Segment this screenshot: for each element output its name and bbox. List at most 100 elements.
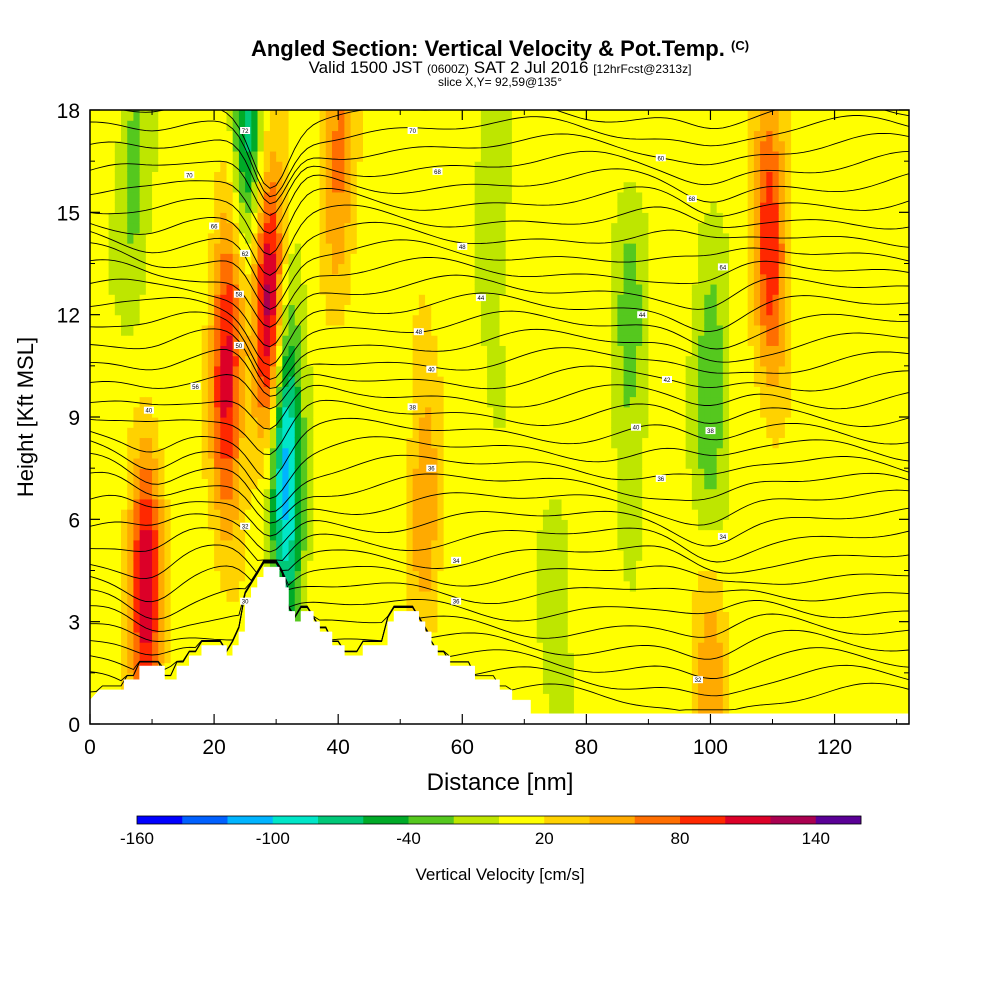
velocity-cell <box>474 150 482 162</box>
velocity-cell <box>487 590 494 602</box>
velocity-cell <box>96 621 103 633</box>
velocity-cell <box>394 212 401 224</box>
velocity-cell <box>518 202 525 213</box>
velocity-cell <box>499 345 507 357</box>
velocity-cell <box>573 468 581 479</box>
velocity-cell <box>164 590 172 602</box>
velocity-cell <box>499 652 507 664</box>
velocity-cell <box>263 478 271 490</box>
velocity-cell <box>456 355 463 367</box>
velocity-cell <box>276 181 283 193</box>
velocity-cell <box>381 519 389 531</box>
velocity-cell <box>127 171 135 183</box>
velocity-cell <box>139 447 147 459</box>
velocity-cell <box>474 652 482 664</box>
velocity-cell <box>549 631 556 643</box>
velocity-cell <box>449 294 457 306</box>
velocity-cell <box>586 150 594 162</box>
velocity-cell <box>102 550 110 561</box>
velocity-cell <box>400 263 408 275</box>
velocity-cell <box>133 478 141 490</box>
velocity-cell <box>555 693 563 705</box>
velocity-cell <box>487 273 494 285</box>
velocity-cell <box>220 191 228 203</box>
velocity-cell <box>418 488 426 500</box>
velocity-cell <box>505 396 513 408</box>
velocity-cell <box>394 232 401 244</box>
velocity-cell <box>338 386 345 398</box>
velocity-cell <box>294 376 302 387</box>
velocity-cell <box>220 488 228 500</box>
velocity-cell <box>195 386 203 398</box>
velocity-cell <box>549 355 556 367</box>
velocity-cell <box>90 498 97 510</box>
velocity-cell <box>462 590 470 602</box>
velocity-cell <box>400 110 408 121</box>
velocity-cell <box>257 140 265 152</box>
velocity-cell <box>387 601 395 613</box>
velocity-cell <box>394 488 401 500</box>
velocity-cell <box>313 110 321 121</box>
velocity-cell <box>511 294 519 306</box>
velocity-cell <box>133 601 141 613</box>
velocity-cell <box>511 355 519 367</box>
velocity-cell <box>251 386 259 398</box>
velocity-cell <box>276 437 283 449</box>
velocity-cell <box>443 570 451 582</box>
velocity-cell <box>431 345 439 357</box>
velocity-cell <box>542 161 550 172</box>
velocity-cell <box>102 110 110 121</box>
velocity-cell <box>226 314 234 326</box>
velocity-cell <box>164 181 172 193</box>
velocity-cell <box>567 447 575 459</box>
velocity-cell <box>555 498 563 510</box>
velocity-cell <box>288 130 296 142</box>
velocity-cell <box>220 273 228 285</box>
velocity-cell <box>189 345 197 357</box>
velocity-cell <box>325 509 333 520</box>
velocity-cell <box>598 468 606 479</box>
velocity-cell <box>257 150 265 162</box>
velocity-cell <box>449 120 457 132</box>
velocity-cell <box>152 427 159 439</box>
velocity-cell <box>530 273 538 285</box>
velocity-cell <box>214 191 221 203</box>
velocity-cell <box>189 498 197 510</box>
velocity-cell <box>276 243 283 254</box>
velocity-cell <box>96 478 103 490</box>
velocity-cell <box>201 488 209 500</box>
velocity-cell <box>96 529 103 541</box>
velocity-cell <box>369 140 376 152</box>
velocity-cell <box>263 457 271 469</box>
velocity-cell <box>276 273 283 285</box>
velocity-cell <box>542 498 550 510</box>
velocity-cell <box>394 263 401 275</box>
velocity-cell <box>598 314 606 326</box>
velocity-cell <box>90 529 97 541</box>
velocity-cell <box>530 447 538 459</box>
velocity-cell <box>542 253 550 265</box>
velocity-cell <box>214 140 221 152</box>
velocity-cell <box>462 181 470 193</box>
velocity-cell <box>232 580 240 592</box>
velocity-cell <box>394 140 401 152</box>
velocity-cell <box>207 406 215 418</box>
velocity-cell <box>549 519 556 531</box>
velocity-cell <box>555 488 563 500</box>
velocity-cell <box>276 468 283 479</box>
velocity-cell <box>127 355 135 367</box>
velocity-cell <box>542 529 550 541</box>
velocity-cell <box>480 631 488 643</box>
velocity-cell <box>499 672 507 684</box>
velocity-cell <box>394 550 401 561</box>
velocity-cell <box>152 181 159 193</box>
velocity-cell <box>90 110 97 121</box>
velocity-cell <box>412 110 420 121</box>
velocity-cell <box>108 365 116 377</box>
velocity-cell <box>505 345 513 357</box>
velocity-cell <box>232 161 240 172</box>
velocity-cell <box>387 457 395 469</box>
velocity-cell <box>555 355 563 367</box>
velocity-cell <box>121 570 128 582</box>
velocity-cell <box>245 202 252 213</box>
